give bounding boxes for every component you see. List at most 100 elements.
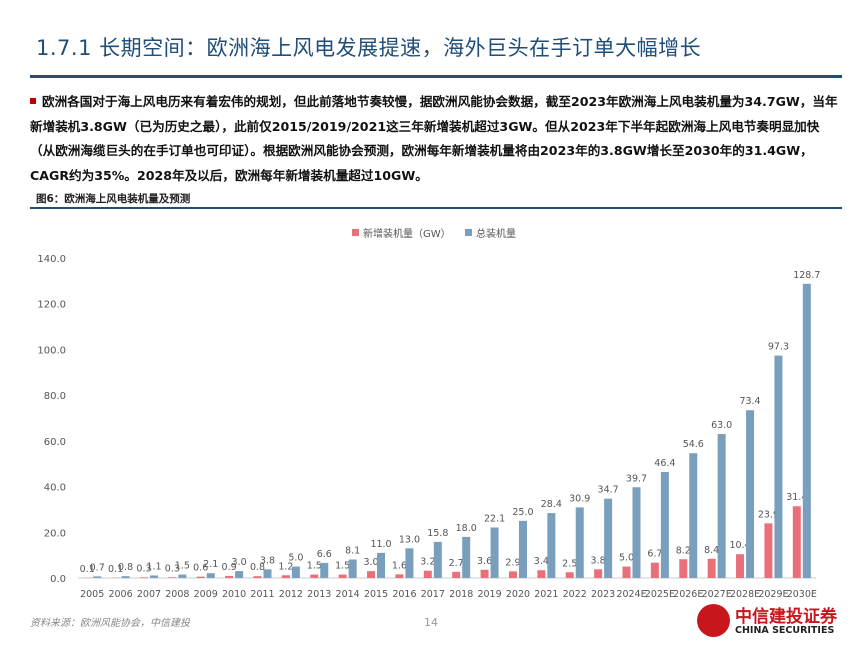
bar-total xyxy=(348,559,357,578)
bar-new xyxy=(168,577,177,578)
legend-label-1: 总装机量 xyxy=(476,227,516,240)
x-tick-label: 2024E xyxy=(616,589,646,600)
data-label-total: 34.7 xyxy=(598,485,619,496)
x-tick-label: 2010 xyxy=(222,589,246,600)
bar-total xyxy=(320,562,329,578)
x-tick-label: 2012 xyxy=(279,589,303,600)
bullet-paragraph: 欧洲各国对于海上风电历来有着宏伟的规划，但此前落地节奏较慢，据欧洲风能协会数据，… xyxy=(30,90,838,188)
bar-total xyxy=(206,573,215,578)
bar-total xyxy=(291,566,300,578)
data-label-total: 63.0 xyxy=(711,420,732,431)
data-label-total: 2.1 xyxy=(203,559,218,570)
data-label-new: 23.9 xyxy=(758,509,779,520)
bar-chart: 0.0 20.0 40.0 60.0 80.0 100.0 120.0 140.0 新增装机量（… xyxy=(37,227,820,600)
legend-swatch-0 xyxy=(352,229,359,236)
data-label-new: 0.8 xyxy=(250,562,265,573)
data-label-new: 1.2 xyxy=(278,561,293,572)
data-label-new: 2.5 xyxy=(562,558,577,569)
bar-total xyxy=(746,410,755,578)
y-tick-label: 140.0 xyxy=(37,254,66,265)
x-tick-label: 2008 xyxy=(165,589,189,600)
data-label-new: 3.4 xyxy=(534,556,549,567)
data-label-total: 8.1 xyxy=(345,545,360,556)
x-tick-label: 2022 xyxy=(563,589,587,600)
bar-total xyxy=(377,552,386,578)
data-label-total: 28.4 xyxy=(541,499,562,510)
bar-total xyxy=(149,575,158,578)
data-label-new: 0.6 xyxy=(193,563,208,574)
bar-new xyxy=(594,569,603,578)
page-title: 1.7.1 长期空间：欧洲海上风电发展提速，海外巨头在手订单大幅增长 xyxy=(36,36,702,60)
data-label-total: 1.5 xyxy=(175,561,190,572)
bar-new xyxy=(367,571,376,578)
y-tick-label: 20.0 xyxy=(44,528,66,539)
bar-new xyxy=(310,574,319,578)
data-label-new: 3.0 xyxy=(363,557,378,568)
data-label-total: 3.8 xyxy=(260,555,275,566)
data-label-new: 8.4 xyxy=(704,545,719,556)
bar-new xyxy=(338,574,347,578)
source-note: 资料来源：欧洲风能协会，中信建投 xyxy=(30,618,190,629)
page-number: 14 xyxy=(424,616,438,629)
data-label-total: 15.8 xyxy=(427,528,448,539)
logo-en: CHINA SECURITIES xyxy=(735,625,835,636)
data-label-new: 10.4 xyxy=(729,540,750,551)
bar-total xyxy=(802,283,811,578)
bar-total xyxy=(178,574,187,578)
x-tick-label: 2009 xyxy=(194,589,218,600)
bar-total xyxy=(660,471,669,578)
bar-total xyxy=(490,527,499,578)
bar-new xyxy=(707,558,716,578)
bar-new xyxy=(281,575,290,578)
bar-total xyxy=(518,520,527,578)
bar-total xyxy=(235,571,244,578)
data-label-total: 46.4 xyxy=(654,458,675,469)
x-tick-label: 2027E xyxy=(702,589,732,600)
x-tick-label: 2016 xyxy=(392,589,416,600)
bullet-icon xyxy=(30,98,36,104)
data-label-total: 39.7 xyxy=(626,473,647,484)
x-tick-label: 2013 xyxy=(307,589,331,600)
x-tick-label: 2015 xyxy=(364,589,388,600)
data-label-new: 0.3 xyxy=(165,563,180,574)
x-tick-label: 2018 xyxy=(449,589,473,600)
x-tick-label: 2023 xyxy=(591,589,615,600)
data-label-total: 1.1 xyxy=(146,561,161,572)
data-label-new: 0.1 xyxy=(80,564,95,575)
y-tick-label: 0.0 xyxy=(50,574,66,585)
bar-total xyxy=(462,536,471,578)
paragraph-text: 欧洲各国对于海上风电历来有着宏伟的规划，但此前落地节奏较慢，据欧洲风能协会数据，… xyxy=(30,94,838,183)
bar-total xyxy=(433,541,442,578)
x-tick-label: 2029E xyxy=(758,589,788,600)
x-tick-label: 2025E xyxy=(645,589,675,600)
bar-new xyxy=(395,574,404,578)
data-label-new: 2.9 xyxy=(505,557,520,568)
bar-total xyxy=(405,548,414,578)
bar-new xyxy=(196,576,205,578)
bar-new xyxy=(423,570,432,578)
data-label-total: 30.9 xyxy=(569,493,590,504)
x-tick-label: 2017 xyxy=(421,589,445,600)
bar-new xyxy=(679,559,688,578)
data-label-total: 18.0 xyxy=(456,523,477,534)
bar-new xyxy=(792,506,801,578)
bar-new xyxy=(650,562,659,578)
data-label-new: 0.1 xyxy=(108,564,123,575)
y-tick-label: 100.0 xyxy=(37,345,66,356)
bar-new xyxy=(139,577,148,578)
legend-swatch-1 xyxy=(465,229,472,236)
figure-caption: 图6：欧洲海上风电装机量及预测 xyxy=(36,193,191,205)
bar-new xyxy=(253,576,262,578)
bar-new xyxy=(565,572,574,578)
data-label-total: 6.6 xyxy=(317,549,332,560)
bar-total xyxy=(575,507,584,578)
data-label-new: 1.5 xyxy=(307,561,322,572)
bar-total xyxy=(263,569,272,578)
data-label-total: 25.0 xyxy=(512,507,533,518)
bar-total xyxy=(689,453,698,578)
legend-label-0: 新增装机量（GW） xyxy=(363,227,451,240)
data-label-total: 0.8 xyxy=(118,562,133,573)
x-tick-label: 2014 xyxy=(336,589,360,600)
x-tick-label: 2020 xyxy=(506,589,530,600)
x-tick-label: 2019 xyxy=(477,589,501,600)
